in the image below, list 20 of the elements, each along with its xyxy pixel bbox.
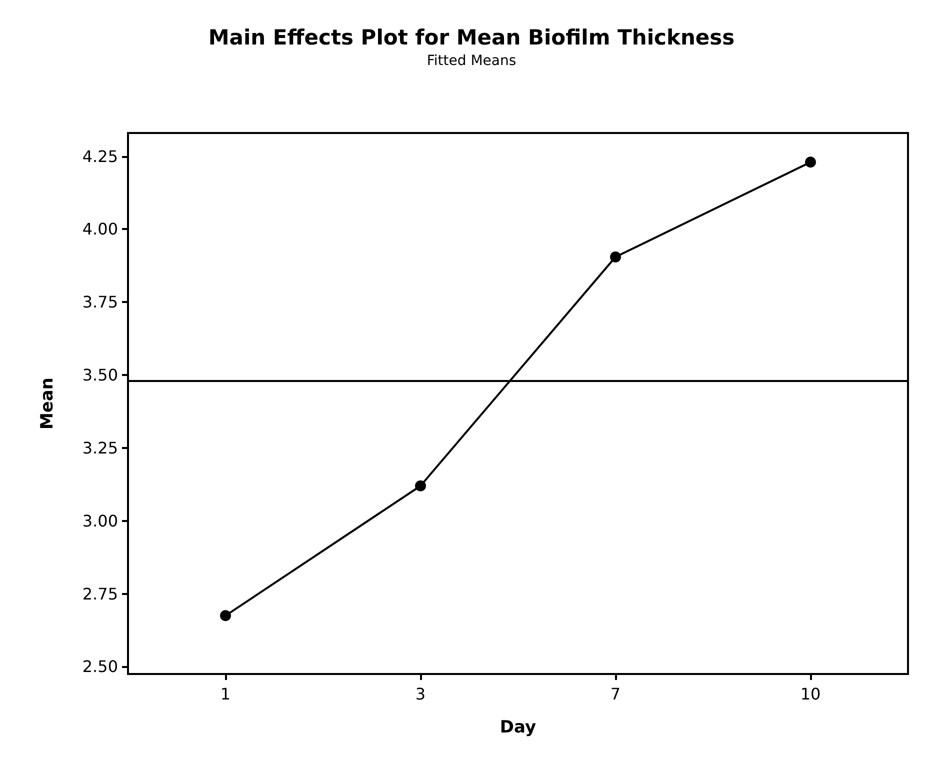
y-tick-label: 2.50	[82, 657, 118, 676]
point	[415, 480, 426, 492]
y-tick-label: 2.75	[82, 584, 118, 604]
y-axis-title: Mean	[38, 377, 58, 430]
x-tick-label: 3	[415, 684, 426, 704]
point	[220, 610, 231, 622]
y-tick-label: 4.00	[82, 220, 118, 239]
y-tick-label: 3.75	[82, 292, 118, 312]
point	[805, 156, 816, 168]
y-tick-label: 3.00	[82, 511, 118, 530]
y-tick-label: 4.25	[82, 146, 118, 166]
x-axis-title: Day	[500, 718, 536, 738]
y-tick-label: 3.50	[82, 366, 118, 385]
x-tick-label: 7	[610, 684, 621, 704]
chart-title: Main Effects Plot for Mean Biofilm Thickness	[208, 26, 735, 50]
x-tick-label: 10	[800, 684, 821, 704]
point	[610, 251, 621, 262]
y-tick-label: 3.25	[82, 438, 118, 458]
x-tick-label: 1	[220, 684, 231, 704]
chart-subtitle: Fitted Means	[426, 53, 516, 69]
